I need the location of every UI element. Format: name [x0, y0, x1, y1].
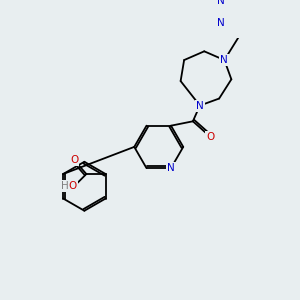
Text: H: H [61, 181, 68, 191]
Text: O: O [70, 155, 78, 165]
Text: O: O [206, 132, 214, 142]
Text: N: N [167, 163, 175, 173]
Text: N: N [217, 0, 224, 6]
Text: N: N [220, 55, 228, 65]
Text: N: N [217, 18, 224, 28]
Text: O: O [68, 181, 76, 191]
Text: N: N [196, 100, 204, 111]
